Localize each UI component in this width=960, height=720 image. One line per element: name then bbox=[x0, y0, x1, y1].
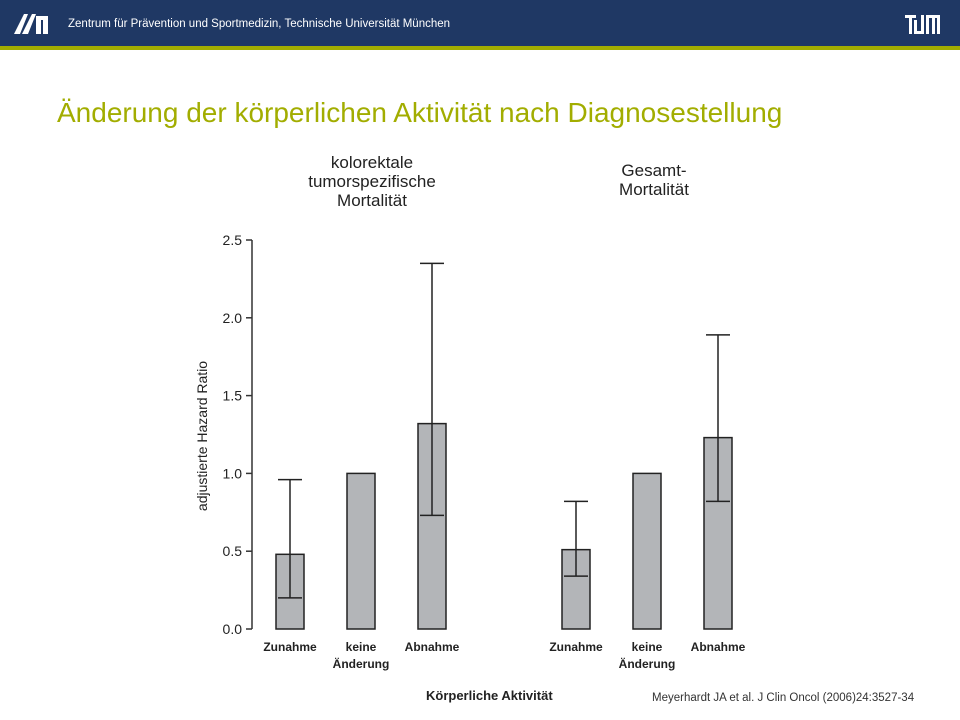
institute-name: Zentrum für Prävention und Sportmedizin,… bbox=[68, 18, 451, 30]
citation: Meyerhardt JA et al. J Clin Oncol (2006)… bbox=[652, 692, 915, 704]
header-bar bbox=[0, 0, 960, 46]
y-tick-label: 0.5 bbox=[223, 543, 243, 559]
panel-title-overall: Gesamt- Mortalität bbox=[619, 161, 689, 199]
y-tick-label: 1.0 bbox=[223, 465, 243, 481]
header-stripe bbox=[0, 46, 960, 50]
panel-title-colorectal: kolorektale tumorspezifische Mortalität bbox=[308, 153, 436, 210]
category-label: keine Änderung bbox=[618, 640, 676, 671]
category-label: keine Änderung bbox=[332, 640, 390, 671]
slide-title: Änderung der körperlichen Aktivität nach… bbox=[57, 97, 783, 128]
y-tick-label: 0.0 bbox=[223, 621, 243, 637]
y-tick-label: 2.5 bbox=[223, 232, 243, 248]
tum-logo bbox=[905, 15, 940, 34]
bar bbox=[346, 472, 376, 630]
x-axis-label: Körperliche Aktivität bbox=[426, 688, 553, 703]
y-tick-label: 2.0 bbox=[223, 310, 243, 326]
bar bbox=[632, 472, 662, 630]
y-tick-label: 1.5 bbox=[223, 388, 243, 404]
category-label: Zunahme bbox=[263, 640, 317, 654]
ari-logo bbox=[14, 14, 48, 34]
category-label: Abnahme bbox=[690, 640, 746, 654]
category-label: Zunahme bbox=[549, 640, 603, 654]
category-label: Abnahme bbox=[404, 640, 460, 654]
